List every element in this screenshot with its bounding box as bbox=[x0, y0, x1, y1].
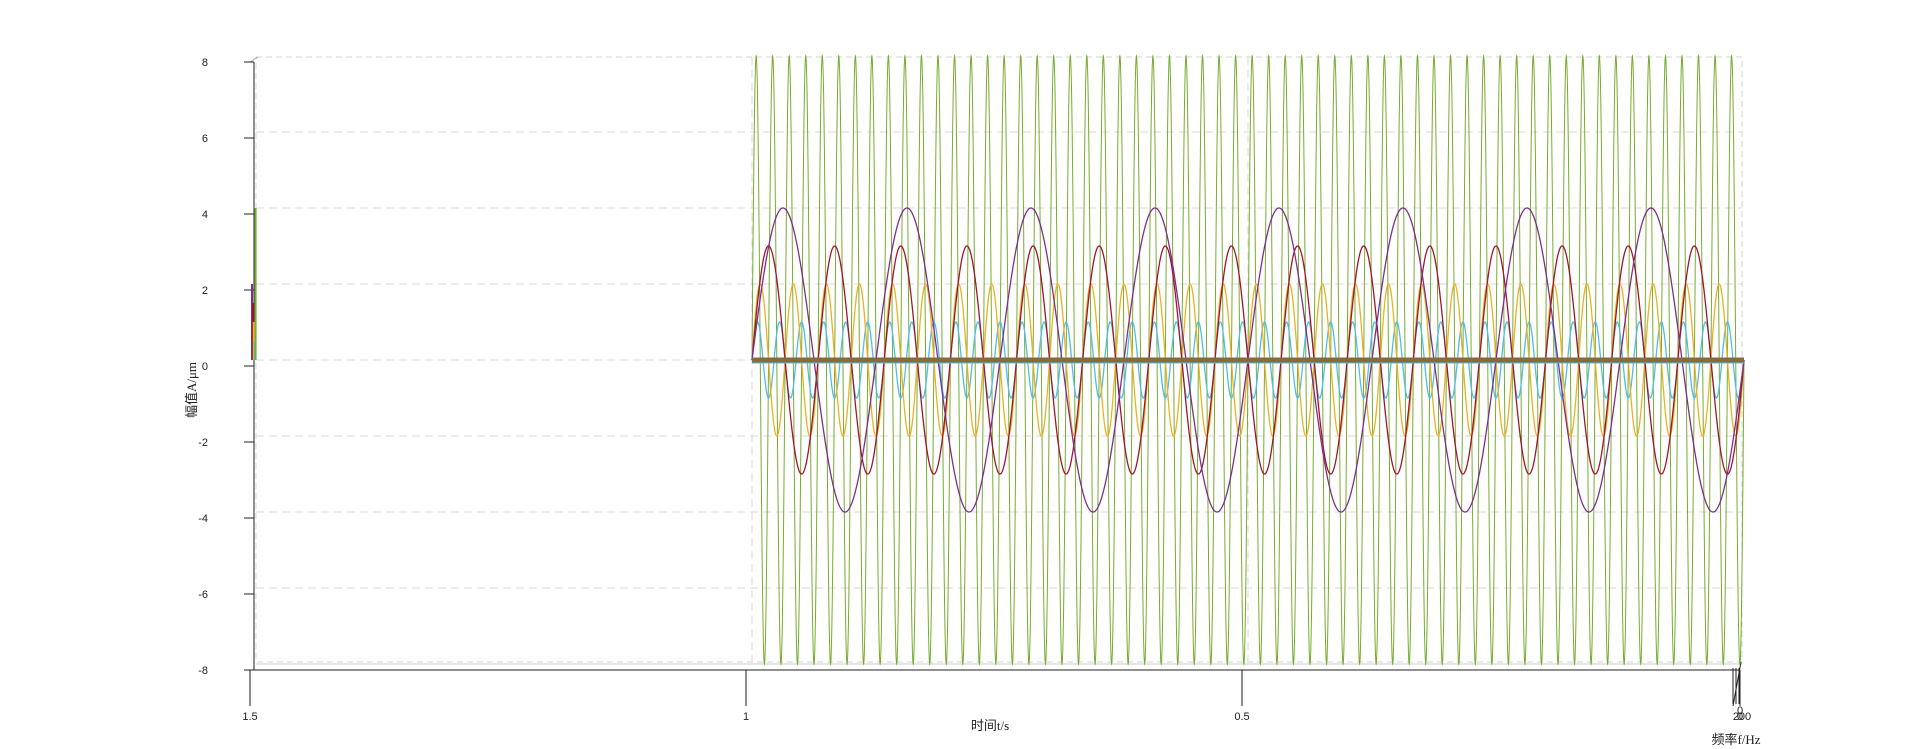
z-tick-label: -8 bbox=[198, 665, 208, 677]
z-tick-label: 4 bbox=[202, 209, 208, 221]
x-tick-label: 1.5 bbox=[242, 711, 257, 723]
grid-box bbox=[255, 56, 1743, 663]
x-tick-label: 1 bbox=[743, 711, 749, 723]
spectrum-bars bbox=[251, 208, 257, 360]
z-tick-label: 6 bbox=[202, 133, 208, 145]
box-corner-line bbox=[249, 56, 259, 63]
z-tick-label: 0 bbox=[202, 361, 208, 373]
x-tick-label: 0 bbox=[1737, 711, 1743, 723]
z-tick-label: -2 bbox=[198, 437, 208, 449]
x-axis-label: 时间t/s bbox=[971, 718, 1009, 733]
y-axis-line bbox=[1732, 661, 1742, 707]
z-tick-label: -4 bbox=[198, 513, 208, 525]
z-axis-label: 幅值A/μm bbox=[184, 362, 199, 418]
axes bbox=[244, 61, 1742, 707]
z-tick-label: 2 bbox=[202, 285, 208, 297]
y-tick-label: 0 bbox=[1737, 705, 1743, 717]
x-tick-label: 0.5 bbox=[1234, 711, 1249, 723]
y-axis-label: 频率f/Hz bbox=[1711, 732, 1760, 747]
baseline bbox=[752, 357, 1744, 364]
z-tick-label: 8 bbox=[202, 57, 208, 69]
y-tick-label: 200 bbox=[1733, 711, 1751, 723]
z-tick-label: -6 bbox=[198, 589, 208, 601]
